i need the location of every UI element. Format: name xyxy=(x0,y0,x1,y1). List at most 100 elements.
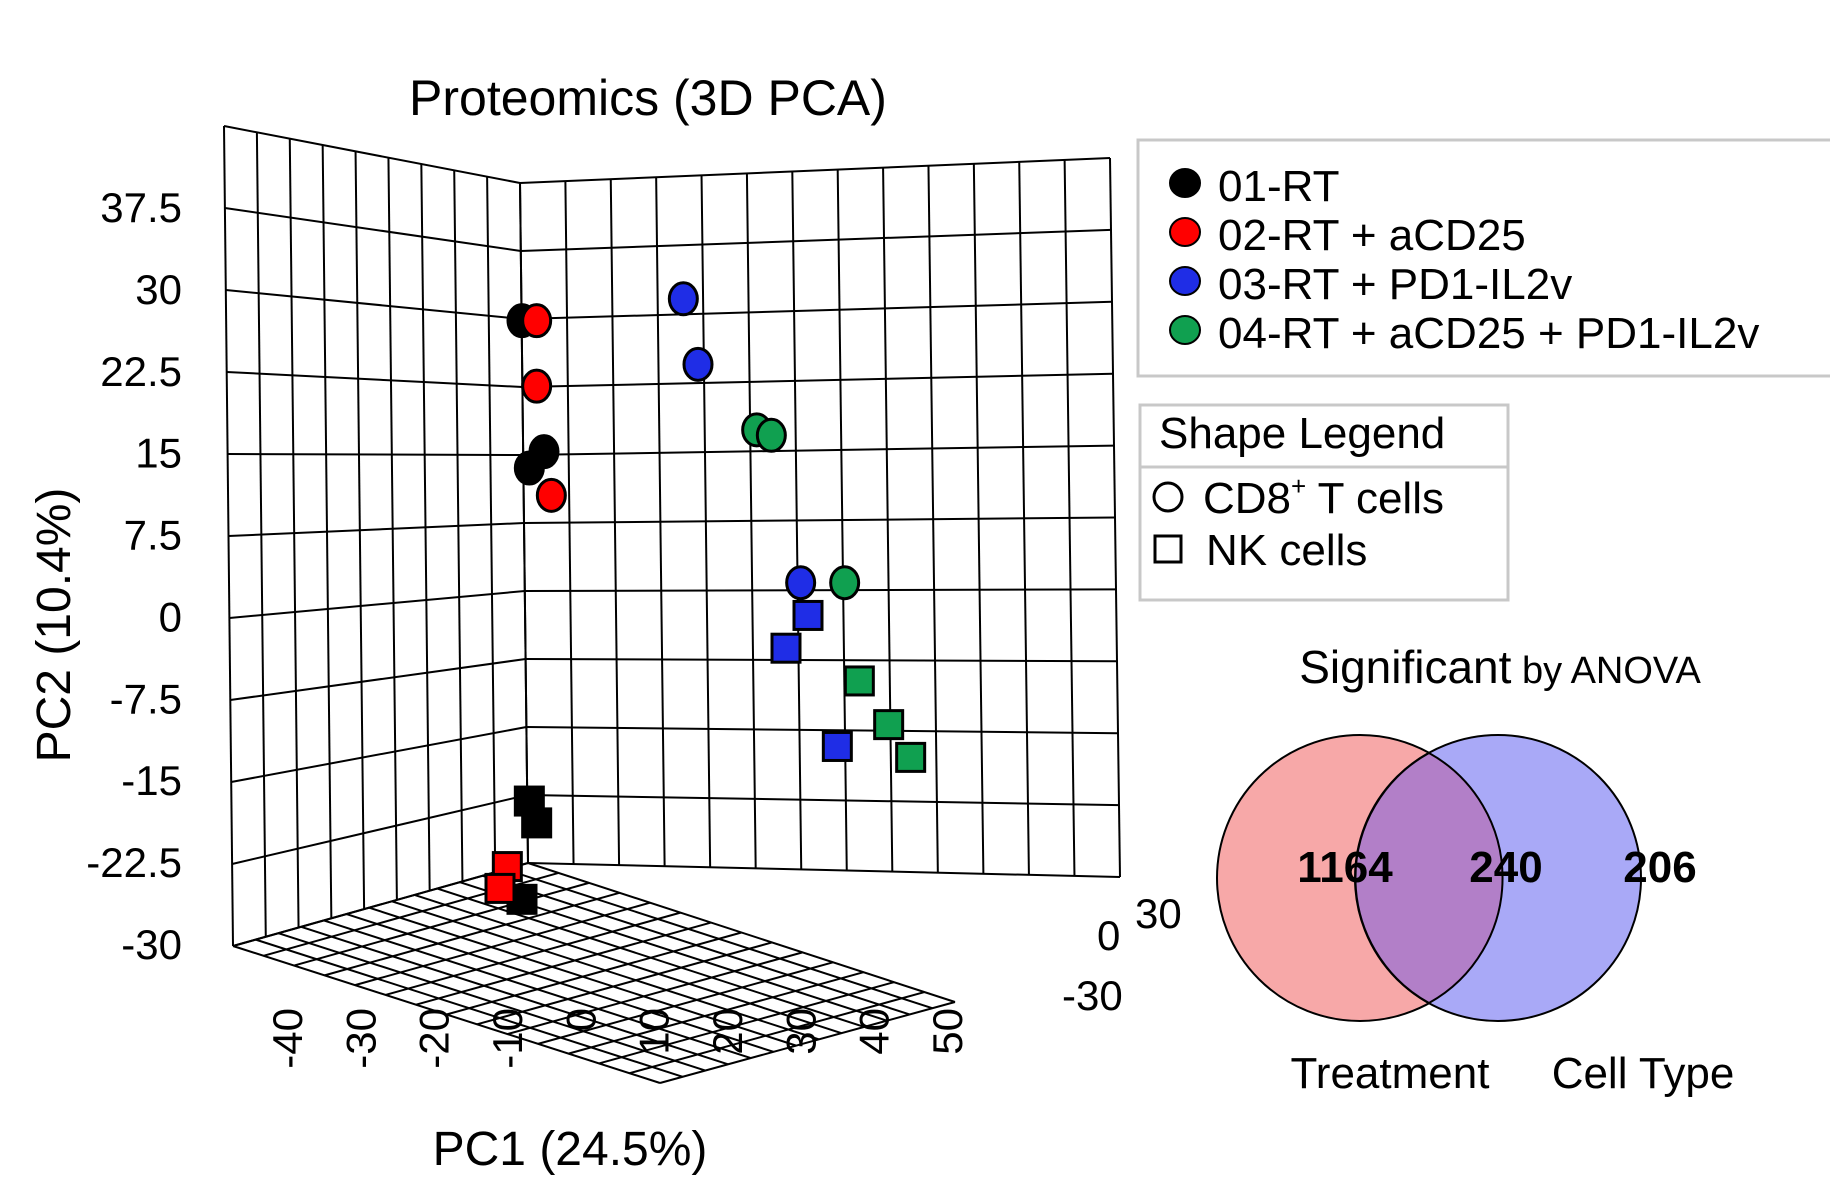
venn-cell-type-label: Cell Type xyxy=(1552,1049,1735,1098)
grid-line xyxy=(526,726,1119,735)
grid-line xyxy=(229,590,525,619)
y-tick-label: 30 xyxy=(135,266,182,313)
data-point-square xyxy=(792,599,824,631)
grid-line xyxy=(655,177,666,867)
grid-line xyxy=(527,862,1121,878)
grid-line xyxy=(745,173,757,869)
venn-intersection xyxy=(1354,751,1504,1005)
legend-label: 02-RT + aCD25 xyxy=(1218,211,1526,260)
grid-line xyxy=(524,588,1117,592)
y-tick-label: -7.5 xyxy=(110,675,182,722)
z-tick-label: 30 xyxy=(1135,890,1182,937)
x-tick-label: 10 xyxy=(631,1008,678,1055)
y-tick-label: 7.5 xyxy=(124,512,182,559)
grid-line xyxy=(523,444,1115,456)
grid-line xyxy=(223,125,234,947)
shape-legend-square-icon xyxy=(1153,534,1183,564)
data-point-circle xyxy=(755,417,787,453)
legend-marker xyxy=(1169,315,1201,345)
legend-marker xyxy=(1169,168,1201,198)
shape-legend-title: Shape Legend xyxy=(1159,409,1445,458)
grid-line xyxy=(521,300,1113,320)
x-tick-label: 20 xyxy=(704,1008,751,1055)
y-tick-label: 15 xyxy=(135,430,182,477)
grid-line xyxy=(972,163,985,874)
y-tick-label: -22.5 xyxy=(86,839,182,886)
grid-line xyxy=(324,891,620,977)
data-point-square xyxy=(895,741,927,773)
grid-line xyxy=(231,726,527,783)
grid-line xyxy=(1063,159,1076,876)
legend-label: 03-RT + PD1-IL2v xyxy=(1218,260,1572,309)
grid-line xyxy=(288,138,300,928)
pca-chart: Proteomics (3D PCA) 37.5 30 22.5 15 7.5 0 -7.5… xyxy=(28,70,1182,1176)
grid-line xyxy=(564,181,575,865)
legend-label: 01-RT xyxy=(1218,162,1339,211)
data-point-square xyxy=(521,807,553,839)
grid-line xyxy=(293,881,590,967)
shape-legend-box xyxy=(1138,403,1510,602)
x-tick-label: 40 xyxy=(851,1008,898,1055)
grid-line xyxy=(659,1001,956,1084)
shape-legend-cd8-label: CD8+ T cells xyxy=(1203,471,1444,523)
venn-cell-type-count: 206 xyxy=(1623,843,1696,892)
data-point-square xyxy=(873,709,905,741)
venn-treatment-count: 1164 xyxy=(1297,843,1393,892)
data-point-circle xyxy=(785,565,817,601)
y-tick-label: -30 xyxy=(121,921,182,968)
y-tick-label: 37.5 xyxy=(100,184,182,231)
grid-line xyxy=(228,522,525,537)
x-tick-label: -40 xyxy=(264,1008,311,1069)
grid-line xyxy=(519,182,529,864)
data-point-square xyxy=(843,665,875,697)
grid-line xyxy=(568,971,864,1055)
venn-treatment-label: Treatment xyxy=(1291,1049,1490,1098)
grid-line xyxy=(230,658,526,701)
grid-line xyxy=(1018,161,1030,875)
grid-line xyxy=(415,921,712,1006)
z-tick-label: 0 xyxy=(1097,912,1120,959)
grid-line xyxy=(1109,157,1121,878)
data-point-circle xyxy=(535,477,567,513)
grid-line xyxy=(232,862,529,947)
data-point-circle xyxy=(521,303,553,339)
x-tick-label: -20 xyxy=(411,1008,458,1069)
grid-line xyxy=(321,144,333,919)
data-point-circle xyxy=(829,565,861,601)
grid-line xyxy=(507,951,803,1036)
pca-grid xyxy=(223,125,1121,1084)
grid-line xyxy=(629,991,925,1075)
pca-y-tick-labels: 37.5 30 22.5 15 7.5 0 -7.5 -15 -22.5 -30 xyxy=(86,184,182,968)
grid-line xyxy=(537,961,834,1045)
x-tick-label: 30 xyxy=(777,1008,824,1055)
data-point-circle xyxy=(521,368,553,404)
grid-line xyxy=(791,171,803,870)
data-point-circle xyxy=(513,450,545,486)
pca-x-tick-labels: -40 -30 -20 -10 0 10 20 30 40 50 xyxy=(264,1008,971,1069)
y-tick-label: 0 xyxy=(159,593,182,640)
grid-line xyxy=(227,453,524,456)
grid-line xyxy=(354,151,366,910)
grid-line xyxy=(385,911,681,996)
grid-line xyxy=(420,163,431,891)
x-tick-label: -10 xyxy=(484,1008,531,1069)
grid-line xyxy=(882,167,894,872)
group-legend-box xyxy=(1136,138,1830,378)
grid-line xyxy=(519,157,1111,184)
data-point-circle xyxy=(682,346,714,382)
grid-line xyxy=(525,658,1118,663)
venn-chart: Significant by ANOVA 1164 240 206 Treatm… xyxy=(1216,641,1735,1098)
data-point-circle xyxy=(667,281,699,317)
grid-line xyxy=(225,289,522,320)
grid-line xyxy=(522,372,1114,388)
data-point-square xyxy=(484,872,516,904)
legend-marker xyxy=(1169,217,1201,247)
grid-line xyxy=(453,170,464,882)
x-tick-label: 0 xyxy=(557,1008,604,1031)
grid-line xyxy=(231,794,528,865)
pca-title: Proteomics (3D PCA) xyxy=(409,70,887,126)
x-tick-label: 50 xyxy=(924,1008,971,1055)
grid-line xyxy=(927,165,939,873)
